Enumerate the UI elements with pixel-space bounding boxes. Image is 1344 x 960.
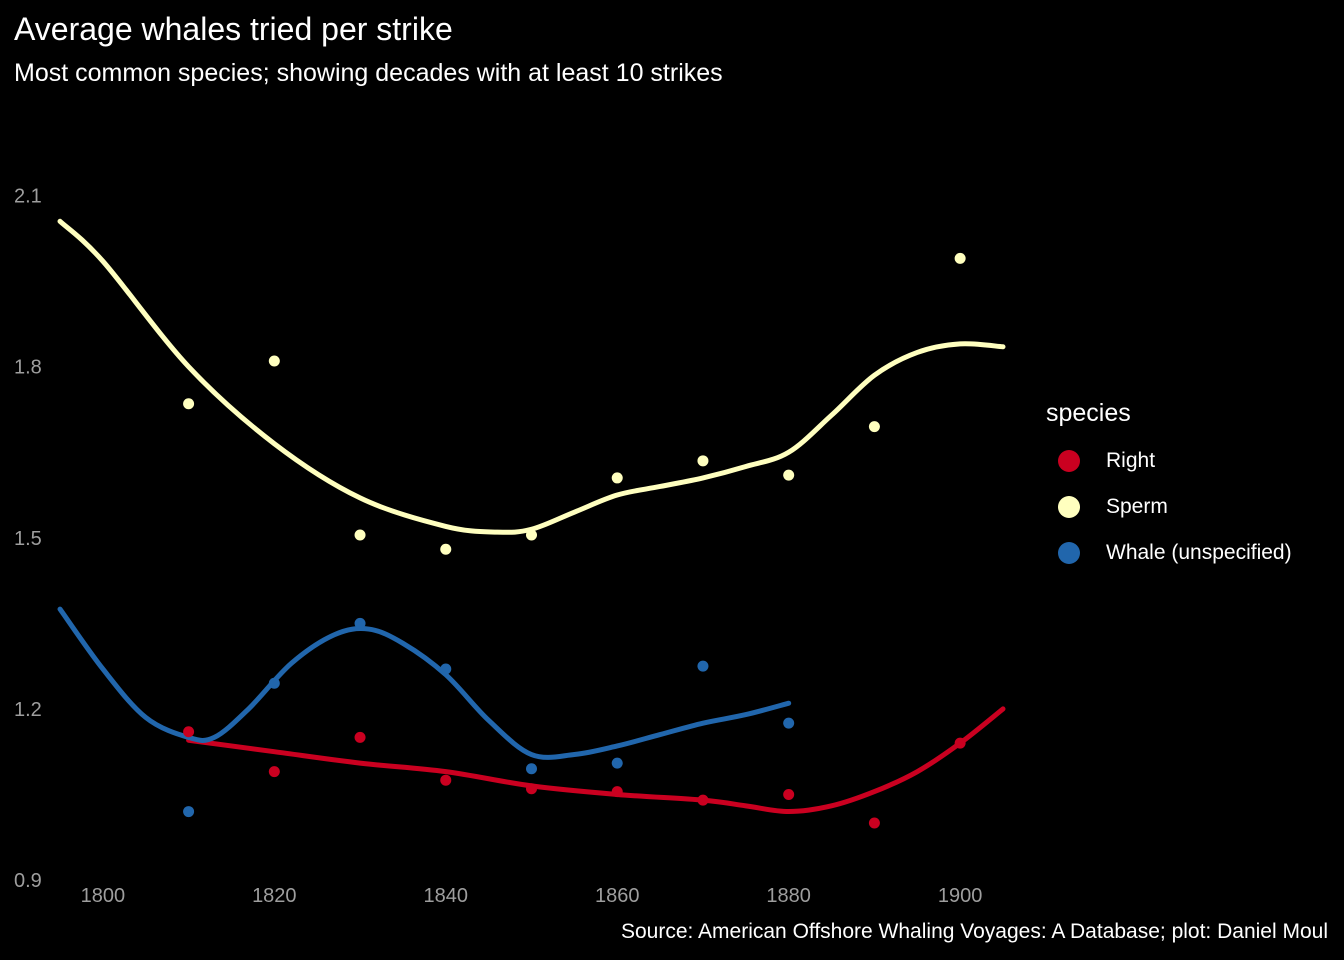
x-tick-label-1900: 1900 — [938, 885, 983, 907]
x-axis: 1800 1820 1840 1860 1880 1900 — [81, 885, 983, 907]
point-sperm-1850 — [526, 529, 537, 541]
legend-item-right: Right — [1046, 438, 1336, 484]
point-right-1810 — [183, 726, 195, 738]
point-sperm-1840 — [440, 543, 452, 555]
point-right-1860 — [611, 786, 623, 798]
point-right-1880 — [783, 788, 795, 800]
point-right-1830 — [354, 731, 366, 743]
smooth-lines — [57, 218, 1006, 815]
point-right-1890 — [868, 817, 880, 829]
legend-label-sperm: Sperm — [1106, 495, 1168, 518]
point-whale-unspecified-1870 — [697, 660, 709, 672]
point-right-1820 — [268, 766, 280, 778]
legend-item-whale-unspecified: Whale (unspecified) — [1046, 530, 1336, 576]
point-whale-unspecified-1820 — [268, 677, 280, 689]
point-whale-unspecified-1880 — [783, 717, 795, 729]
smooth-line-right — [186, 706, 1006, 815]
point-sperm-1820 — [268, 355, 280, 367]
chart-subtitle: Most common species; showing decades wit… — [14, 59, 723, 87]
y-tick-label-2-1: 2.1 — [14, 186, 42, 208]
point-right-1870 — [697, 794, 709, 806]
legend-key-right — [1058, 450, 1080, 472]
point-sperm-1860 — [611, 472, 623, 484]
y-tick-label-1-5: 1.5 — [14, 528, 42, 550]
smooth-line-whale-unspecified — [57, 606, 792, 760]
point-sperm-1880 — [783, 469, 795, 481]
legend-title: species — [1046, 399, 1131, 427]
x-tick-label-1860: 1860 — [595, 885, 640, 907]
point-sperm-1900 — [954, 252, 966, 264]
point-right-1900 — [954, 737, 966, 749]
y-axis: 0.9 1.2 1.5 1.8 2.1 — [14, 186, 42, 892]
point-sperm-1830 — [354, 529, 366, 541]
x-tick-label-1880: 1880 — [766, 885, 811, 907]
data-points — [183, 252, 966, 829]
point-sperm-1870 — [697, 455, 709, 467]
y-tick-label-0-9: 0.9 — [14, 870, 42, 892]
point-right-1850 — [526, 783, 537, 795]
y-tick-label-1-8: 1.8 — [14, 357, 42, 379]
point-sperm-1810 — [183, 398, 195, 410]
chart-caption: Source: American Offshore Whaling Voyage… — [620, 920, 1328, 943]
legend-key-whale-unspecified — [1058, 542, 1080, 564]
x-tick-label-1800: 1800 — [81, 885, 126, 907]
y-tick-label-1-2: 1.2 — [14, 699, 42, 721]
x-tick-label-1840: 1840 — [424, 885, 469, 907]
legend: species Right Sperm Whale (unspecified) — [1046, 396, 1336, 576]
legend-item-sperm: Sperm — [1046, 484, 1336, 530]
point-sperm-1890 — [868, 421, 880, 433]
point-whale-unspecified-1840 — [440, 663, 452, 675]
smooth-line-sperm — [57, 218, 1006, 535]
chart-title: Average whales tried per strike — [14, 11, 453, 47]
point-right-1840 — [440, 774, 452, 786]
point-whale-unspecified-1850 — [526, 763, 537, 775]
legend-label-whale-unspecified: Whale (unspecified) — [1106, 541, 1292, 564]
legend-key-sperm — [1058, 496, 1080, 518]
point-whale-unspecified-1810 — [183, 806, 195, 818]
point-whale-unspecified-1830 — [354, 617, 366, 629]
legend-label-right: Right — [1106, 449, 1156, 472]
point-whale-unspecified-1860 — [611, 757, 623, 769]
x-tick-label-1820: 1820 — [252, 885, 297, 907]
